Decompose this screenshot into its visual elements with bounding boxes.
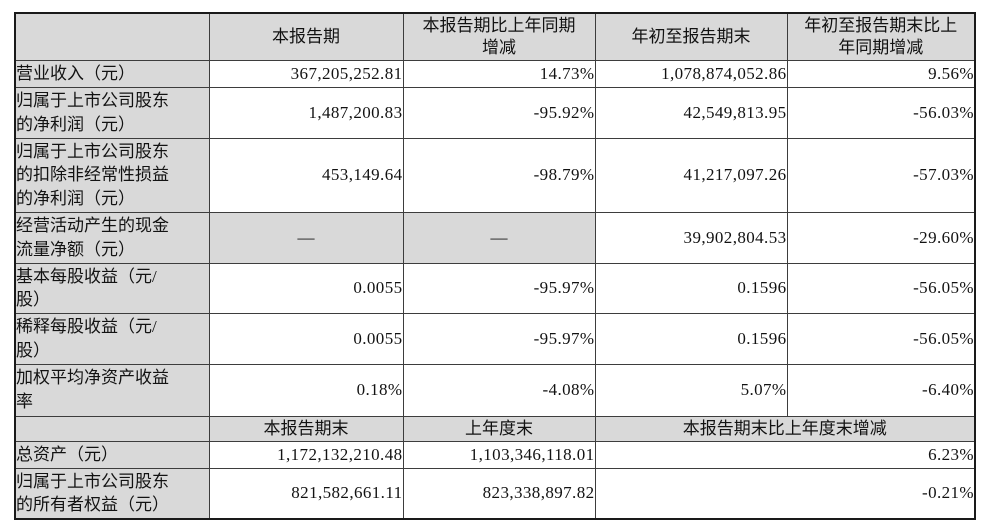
- table-row-diluted-eps: 稀释每股收益（元/ 股） 0.0055 -95.97% 0.1596 -56.0…: [14, 313, 976, 365]
- col-header-current-period: 本报告期: [208, 12, 404, 62]
- table-row-net-profit: 归属于上市公司股东 的净利润（元） 1,487,200.83 -95.92% 4…: [14, 86, 976, 139]
- section1-header-row: 本报告期 本报告期比上年同期 增减 年初至报告期末 年初至报告期末比上 年同期增…: [14, 12, 976, 62]
- metric-label: 营业收入（元）: [14, 60, 210, 88]
- metric-value: 42,549,813.95: [594, 86, 788, 139]
- col-header-year-to-date-yoy-change: 年初至报告期末比上 年同期增减: [786, 12, 976, 62]
- metric-label: 归属于上市公司股东 的所有者权益（元）: [14, 467, 210, 520]
- corner-cell: [14, 415, 210, 442]
- metric-value-empty: —: [208, 211, 404, 264]
- metric-value: -56.03%: [786, 86, 976, 139]
- col-header-current-period-yoy-change: 本报告期比上年同期 增减: [402, 12, 596, 62]
- metric-value-empty: —: [402, 211, 596, 264]
- metric-value: 453,149.64: [208, 137, 404, 213]
- metric-value: -0.21%: [594, 467, 976, 520]
- metric-value: 367,205,252.81: [208, 60, 404, 88]
- metric-value: 1,172,132,210.48: [208, 440, 404, 469]
- corner-cell: [14, 12, 210, 62]
- metric-value: 6.23%: [594, 440, 976, 469]
- metric-value: -95.92%: [402, 86, 596, 139]
- metric-label: 经营活动产生的现金 流量净额（元）: [14, 211, 210, 264]
- metric-label: 归属于上市公司股东 的净利润（元）: [14, 86, 210, 139]
- col-header-period-vs-prior-year-change: 本报告期末比上年度末增减: [594, 415, 976, 442]
- table-row-weighted-avg-roe: 加权平均净资产收益 率 0.18% -4.08% 5.07% -6.40%: [14, 363, 976, 417]
- metric-value: 39,902,804.53: [594, 211, 788, 264]
- metric-value: -57.03%: [786, 137, 976, 213]
- metric-value: -95.97%: [402, 313, 596, 365]
- metric-value: -95.97%: [402, 262, 596, 315]
- metric-value: 0.18%: [208, 363, 404, 417]
- table-row-total-assets: 总资产（元） 1,172,132,210.48 1,103,346,118.01…: [14, 440, 976, 469]
- table-row-operating-revenue: 营业收入（元） 367,205,252.81 14.73% 1,078,874,…: [14, 60, 976, 88]
- metric-label: 基本每股收益（元/ 股）: [14, 262, 210, 315]
- metric-value: -56.05%: [786, 313, 976, 365]
- metric-label: 归属于上市公司股东 的扣除非经常性损益 的净利润（元）: [14, 137, 210, 213]
- metric-value: 0.0055: [208, 313, 404, 365]
- metric-value: 1,103,346,118.01: [402, 440, 596, 469]
- metric-value: 0.0055: [208, 262, 404, 315]
- table-row-operating-cash-flow: 经营活动产生的现金 流量净额（元） — — 39,902,804.53 -29.…: [14, 211, 976, 264]
- metric-value: -56.05%: [786, 262, 976, 315]
- col-header-end-of-period: 本报告期末: [208, 415, 404, 442]
- metric-value: 0.1596: [594, 313, 788, 365]
- col-header-end-of-prior-year: 上年度末: [402, 415, 596, 442]
- metric-value: 821,582,661.11: [208, 467, 404, 520]
- metric-value: 1,487,200.83: [208, 86, 404, 139]
- metric-value: -6.40%: [786, 363, 976, 417]
- metric-value: 1,078,874,052.86: [594, 60, 788, 88]
- metric-value: -29.60%: [786, 211, 976, 264]
- financial-summary-table: 本报告期 本报告期比上年同期 增减 年初至报告期末 年初至报告期末比上 年同期增…: [14, 12, 976, 520]
- table-row-basic-eps: 基本每股收益（元/ 股） 0.0055 -95.97% 0.1596 -56.0…: [14, 262, 976, 315]
- metric-value: 0.1596: [594, 262, 788, 315]
- metric-value: 823,338,897.82: [402, 467, 596, 520]
- metric-value: 9.56%: [786, 60, 976, 88]
- metric-value: 5.07%: [594, 363, 788, 417]
- metric-label: 总资产（元）: [14, 440, 210, 469]
- col-header-year-to-date: 年初至报告期末: [594, 12, 788, 62]
- table-row-owners-equity: 归属于上市公司股东 的所有者权益（元） 821,582,661.11 823,3…: [14, 467, 976, 520]
- metric-value: -4.08%: [402, 363, 596, 417]
- section2-header-row: 本报告期末 上年度末 本报告期末比上年度末增减: [14, 415, 976, 442]
- metric-label: 稀释每股收益（元/ 股）: [14, 313, 210, 365]
- metric-value: 14.73%: [402, 60, 596, 88]
- table-row-net-profit-excl-nonrecurring: 归属于上市公司股东 的扣除非经常性损益 的净利润（元） 453,149.64 -…: [14, 137, 976, 213]
- metric-value: 41,217,097.26: [594, 137, 788, 213]
- metric-label: 加权平均净资产收益 率: [14, 363, 210, 417]
- metric-value: -98.79%: [402, 137, 596, 213]
